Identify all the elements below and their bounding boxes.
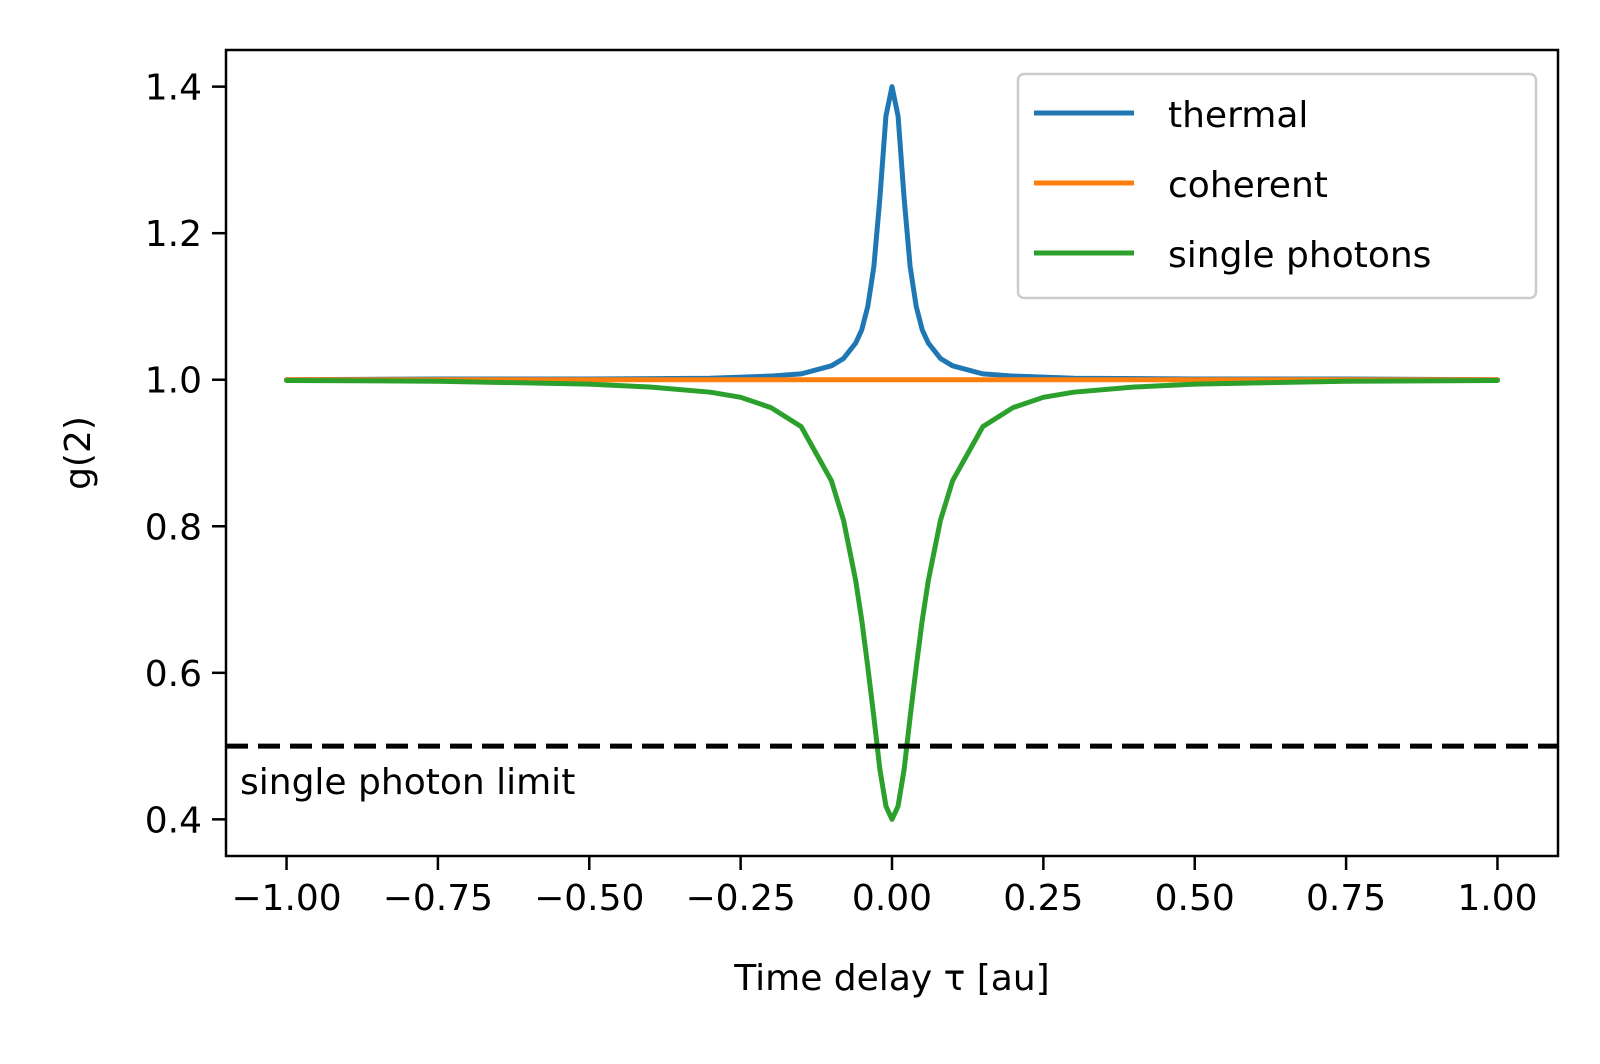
series-layer (284, 84, 1500, 822)
x-tick-label: 0.25 (1003, 878, 1083, 919)
y-tick-label: 1.2 (145, 214, 202, 255)
y-tick-label: 1.4 (145, 68, 202, 109)
x-axis-label: Time delay τ [au] (733, 958, 1049, 999)
x-tick-label: 0.75 (1306, 878, 1386, 919)
y-tick-label: 0.4 (145, 800, 202, 841)
legend-label-coherent: coherent (1168, 165, 1328, 206)
legend: thermal coherent single photons (1016, 72, 1538, 300)
x-tick-label: 1.00 (1457, 878, 1537, 919)
x-axis-ticks: −1.00 −0.75 −0.50 −0.25 0.00 0.25 0.50 0.75 1.00 (231, 856, 1538, 919)
series-line-thermal (284, 84, 1500, 383)
single-photon-limit-label: single photon limit (240, 762, 575, 803)
x-tick-label: −0.25 (685, 878, 795, 919)
x-tick-label: −0.50 (534, 878, 644, 919)
x-tick-label: −1.00 (231, 878, 341, 919)
y-tick-label: 1.0 (145, 361, 202, 402)
x-tick-label: −0.75 (383, 878, 493, 919)
series-line-single-photons (284, 377, 1500, 822)
y-tick-label: 0.8 (145, 507, 202, 548)
reference-lines: single photon limit (226, 743, 1558, 803)
legend-label-thermal: thermal (1168, 95, 1308, 136)
legend-label-single-photons: single photons (1168, 235, 1431, 276)
legend-frame (1016, 72, 1538, 300)
y-axis-ticks: 0.4 0.6 0.8 1.0 1.2 1.4 (145, 68, 226, 841)
y-axis-label: g(2) (58, 416, 99, 490)
y-tick-label: 0.6 (145, 654, 202, 695)
x-tick-label: 0.00 (852, 878, 932, 919)
plot-frame (224, 48, 1560, 858)
x-tick-label: 0.50 (1155, 878, 1235, 919)
